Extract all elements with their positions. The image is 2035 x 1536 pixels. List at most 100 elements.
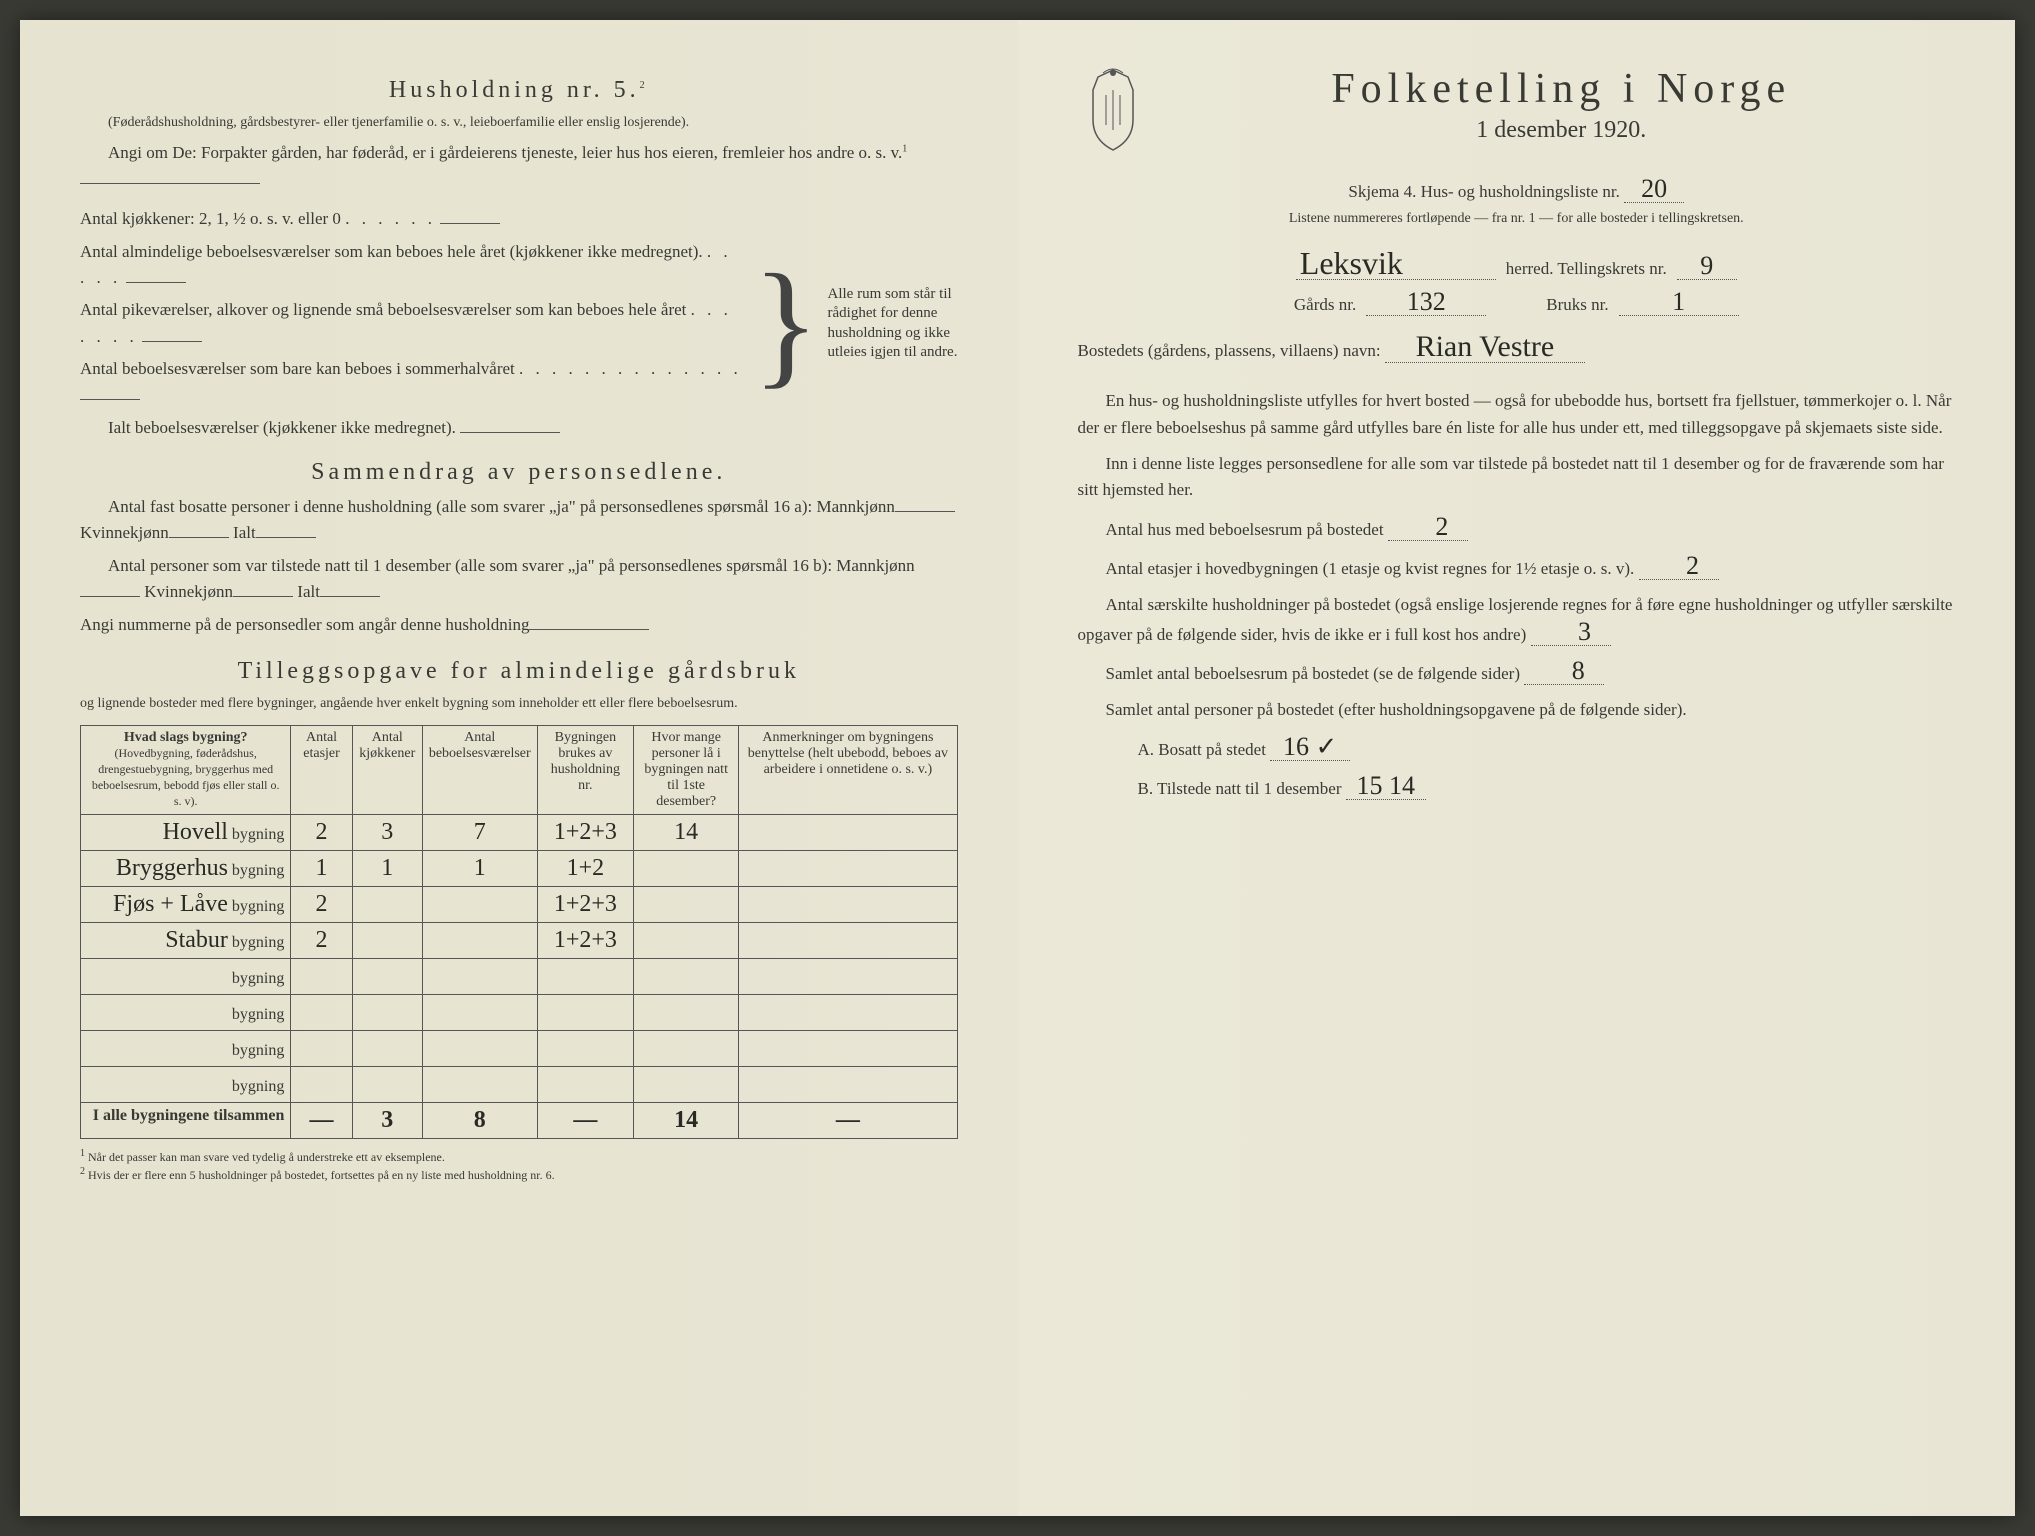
cell: 3 [381,819,393,845]
row-hushold: 1+2+3 [537,814,633,850]
row-name: bygning [81,1030,291,1066]
rooms-total-line: Ialt beboelsesværelser (kjøkkener ikke m… [80,415,744,441]
row-vaerelser [422,958,537,994]
stat5a: A. Bosatt på stedet 16 ✓ [1078,734,1956,763]
table-foot: I alle bygningene tilsammen — 3 8 — 14 — [81,1102,958,1138]
bruks-nr: 1 [1619,289,1739,316]
total-row: I alle bygningene tilsammen — 3 8 — 14 — [81,1102,958,1138]
fn2-num: 2 [80,1166,85,1177]
brace-icon: } [744,268,827,380]
row-kjokkener [352,958,422,994]
footnote2: 2 Hvis der er flere enn 5 husholdninger … [80,1165,958,1184]
fill-line [80,183,260,184]
stat2: Antal etasjer i hovedbygningen (1 etasje… [1078,553,1956,582]
rooms-left: Antal kjøkkener: 2, 1, ½ o. s. v. eller … [80,200,744,447]
title-block: Folketelling i Norge 1 desember 1920. [1168,65,1956,164]
summary-p1: Antal fast bosatte personer i denne hush… [80,494,958,547]
fill [256,537,316,538]
row-etasjer [291,1066,352,1102]
fill [320,596,380,597]
row-vaerelser [422,1030,537,1066]
cell: 1 [381,855,393,881]
th-type-sub: (Hovedbygning, føderådshus, drengestueby… [92,746,280,808]
table-row: Hovell bygning2371+2+314 [81,814,958,850]
skjema-label: Skjema 4. Hus- og husholdningsliste nr. [1348,182,1620,201]
bosted-label: Bostedets (gårdens, plassens, villaens) … [1078,341,1381,360]
crest-svg [1078,65,1148,155]
krets-nr: 9 [1677,253,1737,280]
row-kjokkener [352,994,422,1030]
census-document: Husholdning nr. 5.2 (Føderådshusholdning… [20,20,2015,1516]
stat1-label: Antal hus med beboelsesrum på bostedet [1106,520,1384,539]
row-kjokkener: 3 [352,814,422,850]
cell: 2 [316,891,328,917]
cell: 14 [674,819,698,845]
section5-title: Husholdning nr. 5.2 [80,77,958,104]
row-hushold [537,1030,633,1066]
footnote1: 1 Når det passer kan man svare ved tydel… [80,1147,958,1166]
fill [895,511,955,512]
stat4-value: 8 [1524,658,1604,685]
summary-p3-text: Angi nummerne på de personsedler som ang… [80,615,529,634]
summary-p1a: Antal fast bosatte personer i denne hush… [108,497,895,516]
row-name: bygning [81,958,291,994]
row-anm [739,994,957,1030]
total-label: I alle bygningene tilsammen [81,1102,291,1138]
total-etasjer-v: — [310,1107,334,1133]
row-vaerelser [422,994,537,1030]
cell: 1+2 [567,855,605,881]
tillegg-title: Tilleggsopgave for almindelige gårdsbruk [80,658,958,685]
total-etasjer: — [291,1102,352,1138]
th-personer: Hvor mange personer lå i bygningen natt … [634,725,739,814]
cell: 2 [316,927,328,953]
para2: Inn i denne liste legges personsedlene f… [1078,451,1956,504]
row-suffix: bygning [232,862,284,879]
left-page: Husholdning nr. 5.2 (Føderådshusholdning… [20,20,1018,1516]
coat-of-arms-icon [1078,65,1148,160]
section5-p1: Angi om De: Forpakter gården, har føderå… [80,140,958,193]
table-row: bygning [81,994,958,1030]
row-etasjer: 2 [291,814,352,850]
stat5: Samlet antal personer på bostedet (efter… [1078,697,1956,723]
table-head: Hvad slags bygning? (Hovedbygning, føder… [81,725,958,814]
stat4-label: Samlet antal beboelsesrum på bostedet (s… [1106,664,1520,683]
summary-p2c: Ialt [297,582,320,601]
row-name: Hovell bygning [81,814,291,850]
cell: 1+2+3 [554,927,617,953]
section5-p1-text: Angi om De: Forpakter gården, har føderå… [108,143,902,162]
cell: 1+2+3 [554,891,617,917]
row-etasjer: 2 [291,922,352,958]
th-type-title: Hvad slags bygning? [124,730,248,745]
brace-text: Alle rum som står til rådighet for denne… [828,285,958,363]
skjema-line: Skjema 4. Hus- og husholdningsliste nr. … [1078,176,1956,205]
rooms-summer-line: Antal beboelsesværelser som bare kan beb… [80,356,744,409]
row-suffix: bygning [232,826,284,843]
stat4: Samlet antal beboelsesrum på bostedet (s… [1078,658,1956,687]
stat5b-label: B. Tilstede natt til 1 desember [1138,779,1342,798]
fn1-num: 1 [80,1148,85,1159]
para1: En hus- og husholdningsliste utfylles fo… [1078,388,1956,441]
summary-title: Sammendrag av personsedlene. [80,459,958,486]
summary-p3: Angi nummerne på de personsedler som ang… [80,612,958,638]
bosted-value: Rian Vestre [1385,332,1585,363]
gards-line: Gårds nr. 132 Bruks nr. 1 [1078,289,1956,318]
stat3-value: 3 [1531,619,1611,646]
row-kjokkener [352,1066,422,1102]
row-kjokkener: 1 [352,850,422,886]
fill [126,282,186,283]
rooms-year-line: Antal almindelige beboelsesværelser som … [80,239,744,292]
herred-line: Leksvik herred. Tellingskrets nr. 9 [1078,247,1956,282]
main-title: Folketelling i Norge [1168,65,1956,113]
fill [529,629,649,630]
stat1: Antal hus med beboelsesrum på bostedet 2 [1078,514,1956,543]
row-personer [634,1030,739,1066]
total-personer-v: 14 [674,1107,698,1133]
th-kjokkener: Antal kjøkkener [352,725,422,814]
row-personer [634,850,739,886]
th-vaerelser: Antal beboelsesværelser [422,725,537,814]
row-name-hw: Stabur [165,927,228,953]
row-etasjer: 1 [291,850,352,886]
row-kjokkener [352,1030,422,1066]
row-personer: 14 [634,814,739,850]
row-name: bygning [81,1066,291,1102]
